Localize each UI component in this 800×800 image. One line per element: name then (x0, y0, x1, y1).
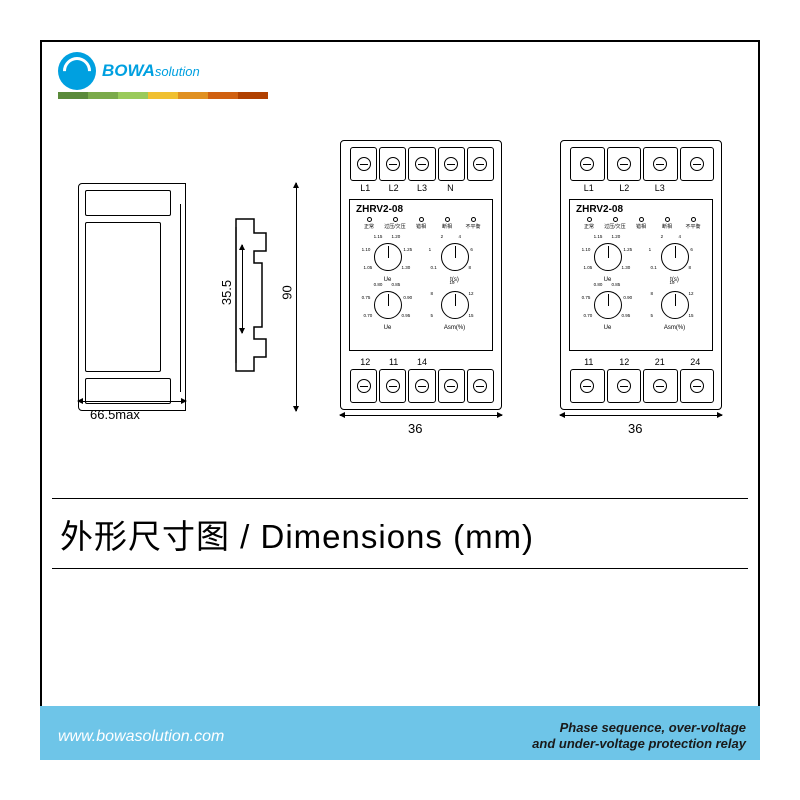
brand-text: BOWAsolution (102, 61, 200, 81)
dim-arrow-width-b (560, 415, 722, 416)
terminals-top-a (349, 147, 495, 181)
dim-arrow-rail (242, 245, 243, 333)
terminals-bottom-a (349, 369, 495, 403)
model-label: ZHRV2-08 (570, 200, 712, 217)
bowa-logo-icon (58, 52, 96, 90)
dial-grid-b: 1.051.101.151.201.251.30Ue0.112468t(s)0.… (570, 233, 712, 333)
dim-arrow-height (296, 183, 297, 411)
terminal-labels-bottom-b: 11122124 (571, 357, 713, 367)
faceplate-a: ZHRV2-08 正常过压/欠压错相断相不平衡 1.051.101.151.20… (349, 199, 493, 351)
front-view-b: L1L2L3 ZHRV2-08 正常过压/欠压错相断相不平衡 1.051.101… (560, 140, 722, 430)
terminal-labels-bottom-a: 121114 (351, 357, 493, 367)
brand-suffix: solution (155, 64, 200, 79)
title-cn: 外形尺寸图 (60, 518, 230, 555)
title-sep: / (230, 518, 261, 555)
footer-url: www.bowasolution.com (58, 728, 224, 746)
model-label: ZHRV2-08 (350, 200, 492, 217)
footer-desc: Phase sequence, over-voltage and under-v… (532, 720, 746, 753)
dim-depth: 66.5max (90, 407, 140, 422)
front-view-a: L1L2L3N ZHRV2-08 正常过压/欠压错相断相不平衡 1.051.10… (340, 140, 502, 430)
title-en: Dimensions (mm) (261, 518, 535, 555)
dim-width-a: 36 (408, 421, 422, 436)
rule-top (52, 498, 748, 499)
footer-bar: www.bowasolution.com Phase sequence, ove… (40, 706, 760, 760)
logo-underline (58, 92, 268, 99)
drawing-area: 66.5max 35.5 90 L1L2L3N ZHRV2-08 正常过压/欠压… (50, 115, 750, 490)
faceplate-b: ZHRV2-08 正常过压/欠压错相断相不平衡 1.051.101.151.20… (569, 199, 713, 351)
din-rail-clip (230, 215, 274, 375)
terminal-labels-top-b: L1L2L3 (571, 183, 713, 193)
brand-logo: BOWAsolution (58, 52, 200, 90)
page-title: 外形尺寸图 / Dimensions (mm) (60, 510, 534, 558)
desc-line2: and under-voltage protection relay (532, 736, 746, 751)
dim-arrow-depth (78, 401, 186, 402)
dim-arrow-width-a (340, 415, 502, 416)
terminals-top-b (569, 147, 715, 181)
led-row-b: 正常过压/欠压错相断相不平衡 (570, 217, 712, 233)
rule-bottom (52, 568, 748, 569)
dim-width-b: 36 (628, 421, 642, 436)
dim-height: 90 (280, 285, 295, 299)
dim-rail: 35.5 (219, 280, 234, 305)
brand-bold: BOWA (102, 61, 155, 80)
side-outline (78, 183, 186, 411)
terminals-bottom-b (569, 369, 715, 403)
desc-line1: Phase sequence, over-voltage (560, 720, 746, 735)
dial-grid-a: 1.051.101.151.201.251.30Ue0.112468t(s)0.… (350, 233, 492, 333)
led-row-a: 正常过压/欠压错相断相不平衡 (350, 217, 492, 233)
terminal-labels-top-a: L1L2L3N (351, 183, 493, 193)
